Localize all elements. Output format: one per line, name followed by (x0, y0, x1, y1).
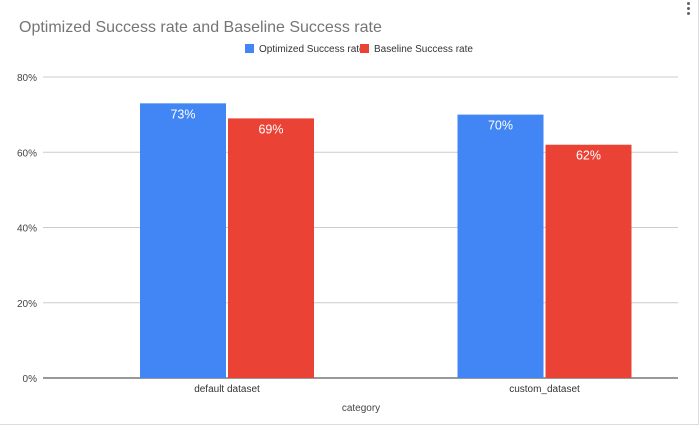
more-vert-icon[interactable] (683, 2, 693, 16)
x-tick-label: default dataset (194, 384, 260, 395)
x-axis-title: category (342, 403, 380, 414)
x-tick-label: custom_dataset (509, 384, 580, 395)
bar (545, 144, 632, 378)
bar (140, 103, 226, 379)
legend-label: Optimized Success rate (259, 44, 365, 55)
y-tick-label: 40% (17, 224, 37, 235)
data-label: 62% (576, 149, 601, 163)
y-tick-label: 60% (17, 148, 37, 159)
y-tick-label: 0% (23, 374, 38, 385)
y-tick-label: 20% (17, 299, 37, 310)
data-label: 69% (258, 122, 283, 136)
y-tick-label: 80% (17, 73, 37, 84)
legend-swatch (360, 44, 369, 53)
data-label: 73% (170, 107, 195, 121)
legend-label: Baseline Success rate (374, 44, 473, 55)
bar (228, 118, 314, 378)
bar (457, 114, 544, 378)
data-label: 70% (488, 119, 513, 133)
legend-swatch (245, 44, 254, 53)
chart-title: Optimized Success rate and Baseline Succ… (19, 19, 382, 36)
